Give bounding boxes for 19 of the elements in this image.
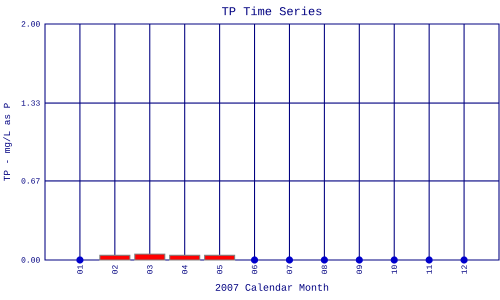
x-tick-label: 11 (426, 265, 432, 274)
y-tick-label: 0.00 (22, 257, 40, 263)
x-tick-label: 12 (461, 265, 467, 274)
x-tick-label: 06 (252, 265, 258, 274)
x-tick-label: 02 (112, 265, 118, 274)
x-tick-label: 08 (322, 265, 328, 274)
x-tick-label: 09 (356, 265, 362, 274)
x-tick-label: 05 (216, 265, 222, 274)
x-tick-label: 04 (182, 265, 188, 274)
x-tick-label: 07 (286, 265, 292, 274)
y-tick-label: 0.67 (22, 178, 40, 184)
x-tick-label: 10 (392, 265, 397, 274)
x-tick-label: 03 (147, 265, 152, 274)
y-axis-title: TP - mg/L as P (3, 103, 12, 181)
x-axis-title: 2007 Calendar Month (216, 283, 328, 291)
chart-title: TP Time Series (222, 6, 322, 16)
y-tick-label: 2.00 (22, 21, 40, 27)
x-tick-label: 01 (77, 265, 83, 274)
y-tick-label: 1.33 (22, 100, 40, 106)
